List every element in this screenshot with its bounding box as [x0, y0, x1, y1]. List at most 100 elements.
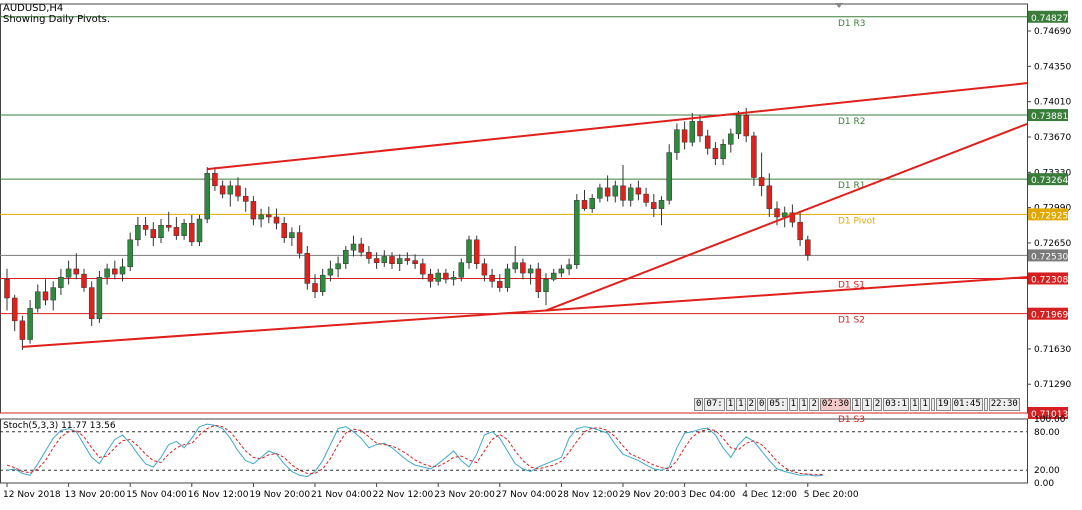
timer-box [930, 398, 935, 411]
bull-candle [104, 268, 110, 278]
bear-candle [751, 135, 757, 178]
bear-candle [412, 260, 418, 264]
timer-box: 1 [799, 398, 809, 411]
bull-candle [27, 308, 33, 340]
time-tick-label: 23 Nov 20:00 [434, 490, 495, 500]
time-tick-label: 16 Nov 12:00 [188, 490, 249, 500]
bear-candle [42, 291, 49, 301]
bull-candle [381, 256, 388, 263]
timer-box: 05: [767, 398, 788, 411]
pivot-price-tag [1028, 272, 1068, 285]
bull-candle [627, 187, 634, 201]
pivot-price-tag [1028, 10, 1068, 23]
pivot-label: D1 S3 [838, 415, 865, 425]
bull-candle [127, 239, 133, 268]
bear-candle [497, 281, 503, 288]
pivot-label: D1 R3 [838, 19, 866, 29]
timer-box: 19 [935, 398, 951, 411]
bull-candle [504, 268, 511, 288]
bull-candle [196, 218, 203, 243]
pivot-label: D1 S1 [838, 280, 865, 290]
bull-candle [658, 200, 665, 209]
pivot-price-tag [1028, 208, 1068, 221]
timer-strip: 0 07: 1 1 2 0 05: 1 1 2 02:30 1 1 2 03:1 1 1 19 01:45 22:30 [694, 398, 1021, 411]
bear-candle [651, 202, 657, 209]
bear-candle [489, 274, 495, 282]
bear-candle [704, 135, 711, 149]
price-tick-label: 0.73670 [1034, 133, 1071, 143]
bear-candle [797, 221, 803, 241]
bear-candle [473, 239, 480, 264]
bear-candle [281, 222, 287, 238]
bull-candle [396, 258, 403, 264]
bull-candle [666, 152, 672, 201]
pivot-price-value: 0.73264 [1031, 176, 1068, 186]
bull-candle [458, 262, 465, 278]
timer-box: 0 [756, 398, 767, 411]
bull-candle [96, 276, 103, 320]
stoch-tick-label: 80.00 [1034, 428, 1060, 438]
timer-box: 2 [809, 398, 819, 411]
trendline [545, 122, 1028, 312]
bear-candle [296, 232, 303, 254]
bear-candle [273, 216, 280, 224]
bear-candle [242, 195, 249, 202]
bear-candle [19, 320, 26, 340]
timer-box: 01:45 [951, 398, 983, 411]
pivot-note: Showing Daily Pivots. [3, 14, 111, 25]
bull-candle [574, 200, 580, 266]
pivot-price-value: 0.71013 [1031, 410, 1068, 420]
chart-symbol-title: AUDUSD,H4 [3, 3, 64, 14]
bear-candle [681, 129, 688, 143]
bull-candle [65, 268, 72, 278]
shift-marker-icon [835, 3, 843, 8]
bull-candle [258, 214, 264, 220]
timer-box: 0 [694, 398, 704, 411]
stoch-tick-label: 100.00 [1034, 415, 1066, 425]
bear-candle [312, 283, 318, 293]
bear-candle [789, 212, 796, 223]
bear-candle [758, 177, 765, 187]
bull-candle [589, 198, 595, 209]
pivot-price-tag [1028, 307, 1068, 320]
timer-box: 1 [852, 398, 862, 411]
time-tick-label: 19 Nov 20:00 [249, 490, 310, 500]
timer-box: 1 [862, 398, 872, 411]
bear-candle [620, 185, 626, 201]
timer-box: 07: [704, 398, 725, 411]
bull-candle [58, 276, 64, 288]
bear-candle [212, 173, 218, 187]
bull-candle [343, 249, 349, 264]
bear-candle [805, 239, 811, 256]
stoch-main-line [6, 423, 824, 478]
bull-candle [612, 185, 619, 197]
bear-candle [142, 225, 149, 230]
bull-candle [350, 243, 357, 251]
bull-candle [543, 279, 549, 293]
bull-candle [435, 272, 441, 282]
time-tick-label: 29 Nov 20:00 [619, 490, 680, 500]
pivot-label: D1 R2 [838, 117, 866, 127]
timer-box: 02:30 [819, 398, 851, 411]
bull-candle [466, 239, 472, 263]
bull-candle [728, 133, 734, 145]
timer-box: 1 [736, 398, 746, 411]
bear-candle [112, 268, 118, 275]
price-tick-label: 0.71290 [1034, 380, 1071, 390]
time-tick-label: 4 Dec 12:00 [742, 490, 797, 500]
pivot-label: D1 Pivot [838, 216, 876, 226]
trendline [22, 276, 1028, 348]
timer-box [983, 398, 988, 411]
time-tick-label: 15 Nov 04:00 [126, 490, 187, 500]
bull-candle [689, 121, 696, 143]
current-price-tag [1028, 249, 1068, 262]
bear-candle [697, 121, 703, 137]
bear-candle [4, 279, 10, 299]
pivot-price-tag [1028, 173, 1068, 186]
pivot-label: D1 S2 [838, 316, 865, 326]
bear-candle [150, 229, 157, 238]
bear-candle [635, 187, 642, 195]
bear-candle [266, 214, 272, 218]
